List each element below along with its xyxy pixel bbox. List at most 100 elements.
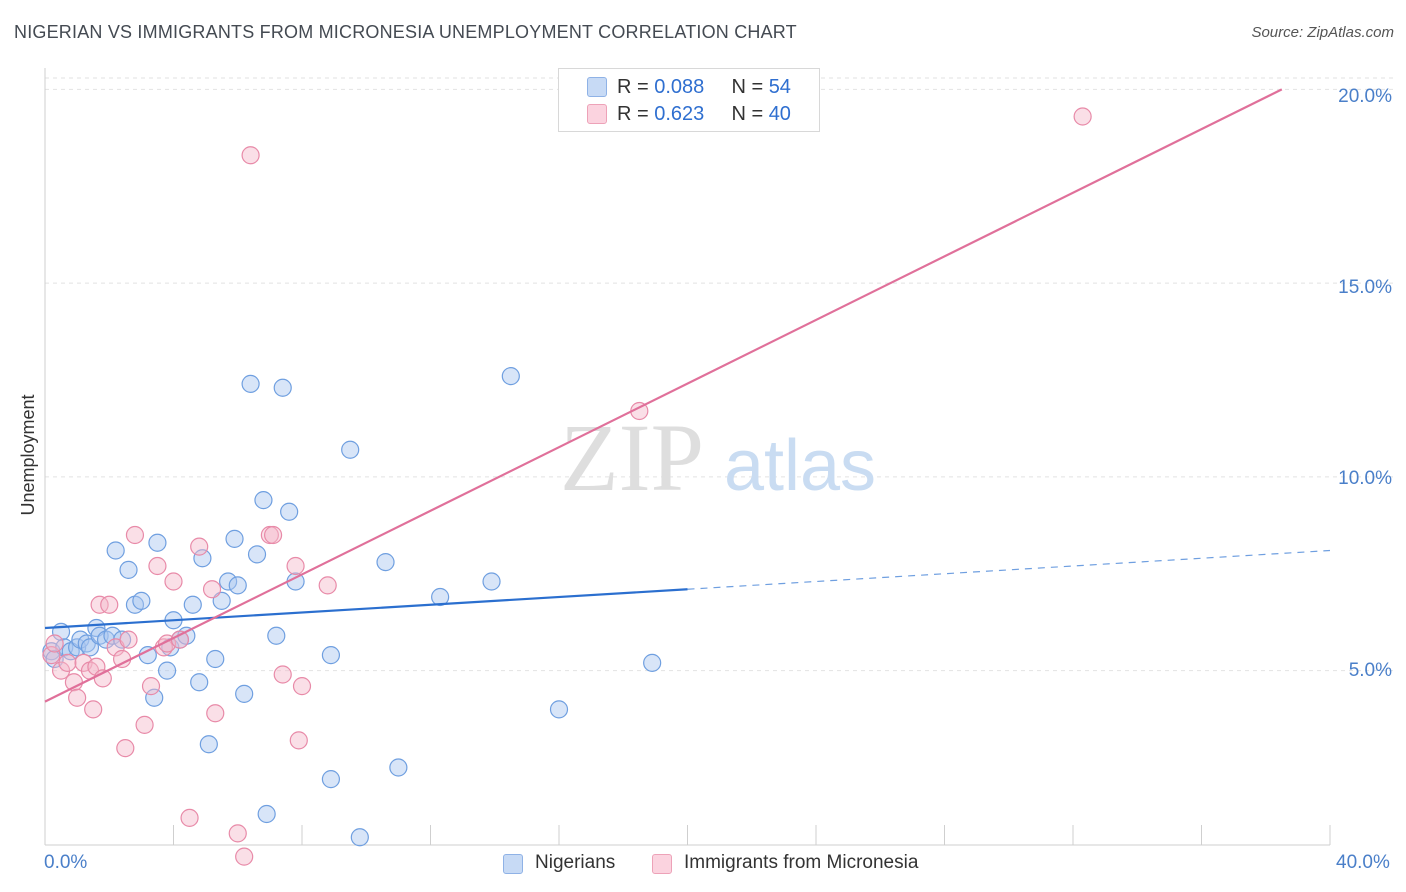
nigerians-point xyxy=(225,529,244,548)
micronesia-point xyxy=(273,665,292,684)
nigerians-point xyxy=(389,758,408,777)
stats-n-label: N = xyxy=(731,103,769,125)
stats-swatch-micronesia xyxy=(587,104,607,124)
micronesia-point xyxy=(1073,107,1092,126)
nigerians-point xyxy=(350,828,369,847)
nigerians-point xyxy=(119,560,138,579)
nigerians-point xyxy=(273,378,292,397)
stats-n-value: 54 xyxy=(768,76,791,98)
micronesia-point xyxy=(228,824,247,843)
stats-n-value: 40 xyxy=(768,103,791,125)
nigerians-point xyxy=(145,688,164,707)
nigerians-point xyxy=(106,541,125,560)
micronesia-point xyxy=(112,649,132,669)
nigerians-point xyxy=(341,440,360,459)
micronesia-point xyxy=(202,580,222,599)
nigerians-point xyxy=(549,700,569,719)
stats-n-label: N = xyxy=(731,76,769,98)
legend-label-micronesia: Immigrants from Micronesia xyxy=(684,852,919,873)
nigerians-trend-extension xyxy=(687,549,1331,590)
chart-title: NIGERIAN VS IMMIGRANTS FROM MICRONESIA U… xyxy=(14,22,797,42)
stats-swatch-nigerians xyxy=(587,77,607,97)
micronesia-trend-line xyxy=(44,88,1283,703)
nigerians-point xyxy=(212,591,231,610)
nigerians-point xyxy=(482,572,501,591)
legend-swatch-nigerians xyxy=(503,854,523,874)
stats-box: R = 0.088 N = 54 R = 0.623 N = 40 xyxy=(558,68,820,132)
nigerians-point xyxy=(157,661,177,680)
y-tick-10: 10.0% xyxy=(1338,468,1392,489)
micronesia-point xyxy=(292,677,312,696)
micronesia-point xyxy=(164,572,183,591)
nigerians-point xyxy=(138,646,157,665)
nigerians-point xyxy=(321,770,341,789)
axes xyxy=(44,68,1331,846)
micronesia-point xyxy=(58,653,77,672)
y-tick-15: 15.0% xyxy=(1338,277,1392,298)
x-tick-0: 0.0% xyxy=(44,852,88,873)
source-label: Source: ZipAtlas.com xyxy=(1251,24,1394,41)
micronesia-point xyxy=(84,700,103,719)
watermark: ZIP atlas xyxy=(560,404,876,511)
nigerians-point xyxy=(241,374,260,393)
legend-label-nigerians: Nigerians xyxy=(535,852,616,873)
y-tick-5: 5.0% xyxy=(1348,660,1392,681)
nigerians-point xyxy=(80,638,100,657)
nigerians-point xyxy=(431,587,450,607)
micronesia-point xyxy=(148,556,167,576)
watermark-zip: ZIP xyxy=(560,404,704,511)
nigerians-point xyxy=(193,549,212,568)
nigerians-trend-line xyxy=(44,588,688,630)
micronesia-point xyxy=(206,704,225,723)
micronesia-point xyxy=(286,556,305,576)
nigerians-point xyxy=(228,576,247,595)
stats-r-label: R = xyxy=(617,103,655,125)
micronesia-point xyxy=(42,646,61,665)
nigerians-point xyxy=(219,572,238,591)
stats-r-value: 0.623 xyxy=(654,103,705,125)
nigerians-point xyxy=(206,649,225,669)
nigerians-point xyxy=(267,626,286,645)
stats-row-micronesia: R = 0.623 N = 40 xyxy=(617,103,791,129)
micronesia-point xyxy=(100,595,119,614)
y-axis-label: Unemployment xyxy=(18,394,38,516)
micronesia-point xyxy=(180,808,199,827)
micronesia-point xyxy=(141,677,161,696)
nigerians-point xyxy=(643,653,662,672)
nigerians-point xyxy=(376,553,395,572)
micronesia-point xyxy=(263,525,283,545)
nigerians-point xyxy=(247,545,267,564)
micronesia-point xyxy=(190,537,209,556)
nigerians-point xyxy=(183,595,202,614)
micronesia-points xyxy=(42,107,1092,866)
grid-lines xyxy=(45,77,1395,672)
micronesia-point xyxy=(116,739,135,758)
micronesia-point xyxy=(119,630,138,649)
micronesia-point xyxy=(289,731,308,750)
nigerians-point xyxy=(148,533,167,552)
nigerians-point xyxy=(235,684,254,703)
x-tick-40: 40.0% xyxy=(1336,852,1390,873)
trend-lines xyxy=(44,88,1331,703)
watermark-atlas: atlas xyxy=(724,426,876,506)
nigerians-point xyxy=(132,591,151,610)
stats-r-value: 0.088 xyxy=(654,76,705,98)
nigerians-point xyxy=(199,735,218,754)
micronesia-point xyxy=(235,847,254,866)
nigerians-point xyxy=(280,502,299,521)
nigerians-point xyxy=(501,367,520,386)
micronesia-point xyxy=(241,146,260,165)
y-tick-20: 20.0% xyxy=(1338,86,1392,107)
legend-swatch-micronesia xyxy=(652,854,672,874)
micronesia-point xyxy=(318,576,337,595)
stats-r-label: R = xyxy=(617,76,655,98)
micronesia-point xyxy=(125,525,145,545)
nigerians-point xyxy=(257,804,276,824)
nigerians-points xyxy=(42,367,662,847)
nigerians-point xyxy=(254,491,273,510)
micronesia-point xyxy=(68,688,87,707)
stats-row-nigerians: R = 0.088 N = 54 xyxy=(617,76,791,102)
legend-item-nigerians[interactable]: Nigerians xyxy=(503,852,615,874)
legend-item-micronesia[interactable]: Immigrants from Micronesia xyxy=(652,852,918,874)
